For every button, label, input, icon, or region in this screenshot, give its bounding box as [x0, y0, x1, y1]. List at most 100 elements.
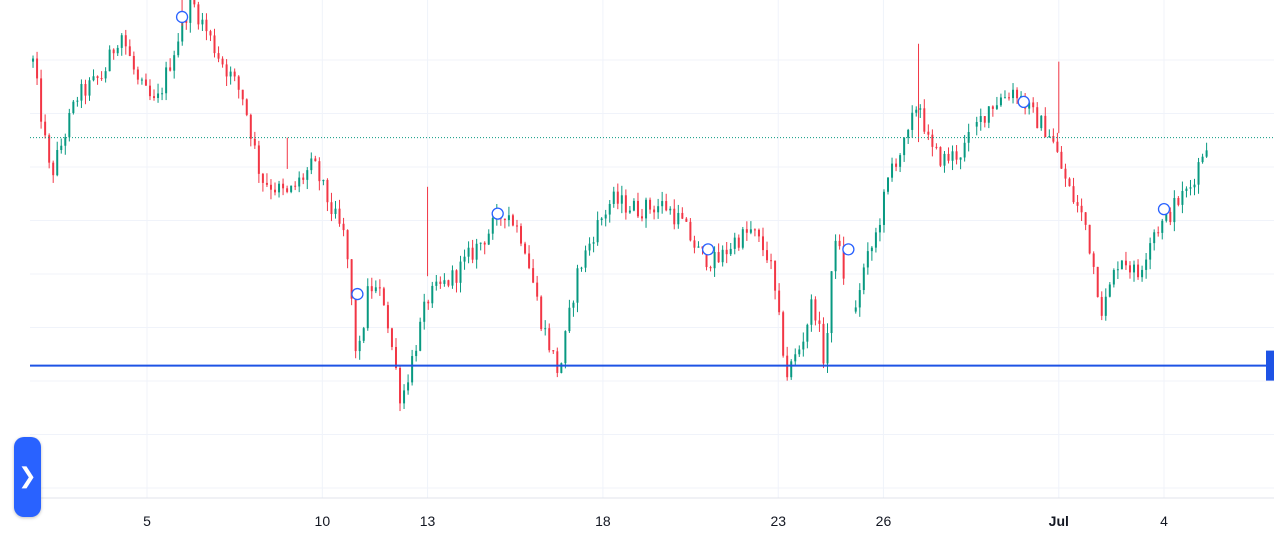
candle-body — [1108, 284, 1111, 297]
candle-body — [386, 305, 389, 329]
candle-body — [407, 382, 410, 391]
candle-body — [1157, 232, 1160, 234]
candle-body — [382, 288, 385, 306]
candle-body — [931, 134, 934, 147]
candle-body — [1137, 264, 1140, 278]
horizontal-line-handle[interactable] — [1266, 350, 1274, 381]
candle-body — [229, 71, 232, 77]
candle-body — [717, 252, 720, 263]
candle-body — [197, 4, 200, 25]
candle-body — [44, 121, 47, 136]
candle-body — [693, 240, 696, 248]
event-marker[interactable] — [351, 287, 364, 301]
candle-body — [757, 229, 760, 237]
candle-body — [136, 69, 139, 80]
candle-body — [903, 137, 906, 156]
candle-body — [483, 242, 486, 245]
candle-body — [681, 212, 684, 219]
candle-body — [1092, 253, 1095, 267]
candle-body — [927, 131, 930, 135]
candle-body — [725, 249, 728, 255]
candle-body — [1036, 107, 1039, 129]
candle-body — [112, 49, 115, 54]
candle-body — [1193, 184, 1196, 188]
candle-body — [84, 84, 87, 96]
candle-body — [342, 223, 345, 231]
candle-body — [201, 19, 204, 25]
candle-body — [1153, 232, 1156, 244]
candle-body — [209, 31, 212, 36]
candle-body — [887, 177, 890, 192]
candle-body — [782, 312, 785, 356]
candle-body — [733, 237, 736, 249]
candle-body — [661, 201, 664, 207]
candle-body — [451, 270, 454, 286]
candle-body — [1003, 97, 1006, 99]
candle-body — [770, 260, 773, 262]
candle-body — [1141, 269, 1144, 278]
candle-body — [588, 243, 591, 251]
candle-body — [1128, 265, 1131, 273]
candle-body — [108, 49, 111, 72]
candle-body — [1052, 136, 1055, 142]
event-marker[interactable] — [1017, 95, 1030, 109]
candle-body — [330, 202, 333, 215]
candle-body — [193, 0, 196, 5]
candle-body — [362, 328, 365, 341]
candle-body — [394, 346, 397, 368]
candle-body — [653, 209, 656, 213]
expand-panel-button[interactable]: ❯ — [14, 437, 41, 517]
x-tick-label: Jul — [1049, 513, 1069, 529]
candle-body — [915, 109, 918, 113]
candle-body — [318, 161, 321, 182]
candle-body — [269, 184, 272, 190]
candle-body — [1205, 150, 1208, 157]
candle-body — [838, 240, 841, 247]
candle-body — [100, 78, 103, 80]
x-tick-label: 4 — [1160, 513, 1168, 529]
candle-body — [124, 35, 127, 47]
candle-body — [640, 216, 643, 219]
event-marker[interactable] — [842, 243, 855, 256]
event-marker[interactable] — [1157, 202, 1171, 216]
candle-body — [1197, 162, 1200, 185]
candle-body — [677, 212, 680, 225]
candle-body — [32, 58, 35, 62]
candle-body — [1096, 266, 1099, 297]
candle-body — [528, 253, 531, 269]
candle-body — [778, 290, 781, 313]
candle-body — [564, 331, 567, 364]
grid — [30, 0, 1274, 499]
candle-body — [745, 229, 748, 233]
candle-body — [636, 200, 639, 217]
candle-body — [979, 116, 982, 122]
event-marker[interactable] — [175, 10, 189, 24]
candles — [32, 0, 1208, 412]
candle-body — [596, 220, 599, 243]
candle-body — [697, 246, 700, 248]
candle-body — [233, 71, 236, 77]
candle-body — [524, 243, 527, 254]
candle-body — [120, 35, 123, 48]
candle-body — [810, 299, 813, 325]
candle-body — [834, 240, 837, 272]
candle-body — [471, 247, 474, 260]
candle-body — [298, 177, 301, 187]
candle-body — [427, 301, 430, 304]
candle-body — [1116, 269, 1119, 271]
candle-body — [568, 307, 571, 332]
candle-body — [963, 142, 966, 158]
candle-body — [48, 135, 51, 163]
candle-body — [870, 247, 873, 252]
event-marker[interactable] — [701, 243, 715, 256]
candle-body — [802, 341, 805, 350]
candle-body — [943, 153, 946, 166]
candle-body — [741, 229, 744, 248]
candle-body — [487, 233, 490, 245]
event-marker[interactable] — [491, 207, 504, 220]
candle-body — [544, 328, 547, 330]
candle-body — [1185, 188, 1188, 191]
candle-body — [1076, 202, 1079, 206]
